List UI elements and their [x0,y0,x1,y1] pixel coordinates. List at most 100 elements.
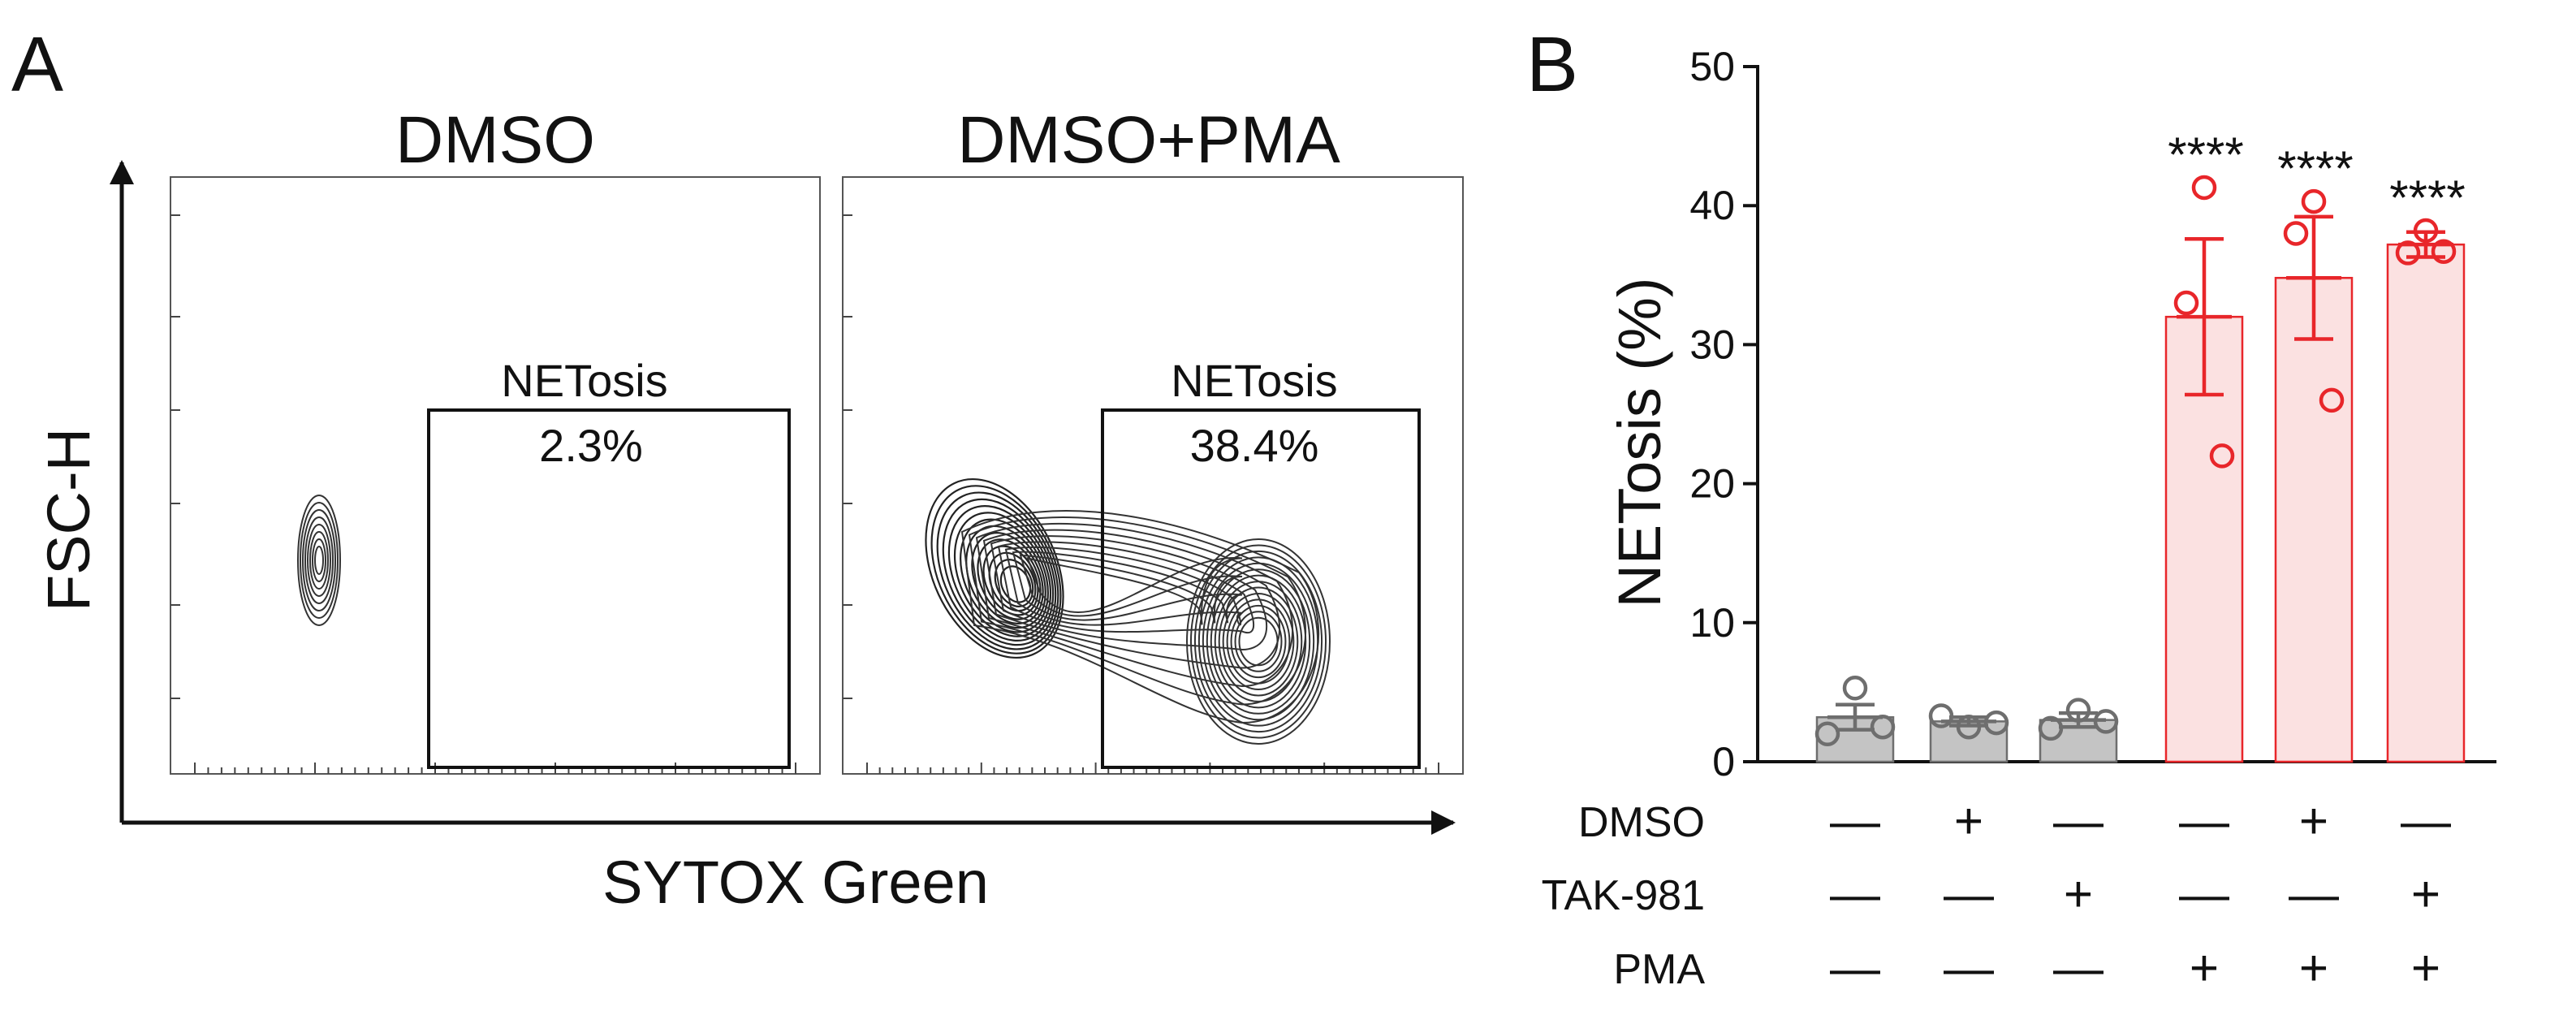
data-point [1870,714,1896,740]
y-tick-label: 10 [1689,600,1735,646]
treatment-sign: — [2289,866,2339,922]
contour-line [297,495,341,626]
panel-b-label: B [1526,21,1578,108]
contour-line [304,516,334,604]
data-point [2038,715,2064,741]
contour-line [960,510,1320,724]
panel-a: A FSC-H SYTOX Green DMSO NETosis 2.3% DM… [11,21,1464,916]
flow-plot-title: DMSO+PMA [957,103,1340,177]
contour-line [930,485,1062,655]
flow-plot-frame [842,176,1464,775]
contour-line [1206,568,1311,715]
contour-population [297,495,341,626]
contour-line [994,559,1034,607]
treatment-sign: + [2190,940,2219,996]
contour-line [1004,546,1243,626]
data-point [1983,710,2009,736]
significance-label: **** [2389,171,2465,225]
data-point [2191,175,2217,201]
treatment-sign: + [2064,866,2093,922]
data-point [2319,387,2345,413]
data-point [2209,443,2235,469]
contour-line [982,545,1039,616]
contour-line [1012,551,1243,624]
y-tick-label: 50 [1689,44,1735,89]
flow-plot-ticks [843,214,1439,774]
gate-label: NETosis [1171,355,1337,406]
bar [2386,243,2466,763]
contour-population [925,477,1331,745]
flow-y-axis-label: FSC-H [35,428,102,611]
contour-line [314,546,324,575]
y-tick-label: 40 [1689,183,1735,228]
treatment-sign: — [2053,793,2104,849]
treatment-sign: — [2179,866,2229,922]
data-point [1928,703,1954,728]
significance-label: **** [2277,141,2353,196]
panel-b: B NETosis (%) 0 10 20 30 40 50 **** **** **** DMS… [1526,21,2496,996]
gate-value: 2.3% [539,420,643,471]
netosis-gate [427,408,791,769]
contour-line [997,541,1255,634]
contour-line [1186,538,1331,745]
data-point [2413,218,2439,244]
contour-line [1218,586,1299,697]
treatment-sign: — [1944,866,1994,922]
y-tick-label: 30 [1689,322,1735,367]
treatment-sign: + [2411,940,2440,996]
contour-line [1238,616,1279,667]
treatment-row-label: TAK-981 [1542,872,1705,919]
contour-line [1026,556,1243,625]
contour-line [977,538,1042,620]
treatment-sign: + [1954,793,1983,849]
data-point [1814,721,1840,747]
contour-line [1019,554,1243,624]
bar [1929,720,2009,763]
treatment-sign: — [2401,793,2451,849]
gate-value: 38.4% [1190,420,1319,471]
contour-line [1222,592,1295,691]
contour-line [968,516,1307,706]
flow-plot-title: DMSO [395,103,595,177]
contour-line [975,522,1294,688]
data-point [2283,221,2309,246]
data-point [2093,709,2119,734]
contour-line [1234,611,1283,672]
contour-line [307,524,331,597]
treatment-sign: — [1944,940,1994,996]
contour-line [1230,604,1287,679]
flow-x-axis-label: SYTOX Green [602,849,989,916]
flow-plot-frame [170,176,821,775]
treatment-sign: — [1830,940,1880,996]
significance-label: **** [2168,127,2243,182]
flow-plot-ticks [170,214,796,774]
treatment-sign: — [1830,793,1880,849]
contour-line [309,531,329,590]
y-tick-label: 20 [1689,461,1735,507]
bar-chart: 0 10 20 30 40 50 **** **** **** DMSO — + — — + — TAK-981… [1542,44,2496,996]
data-point [1956,714,1982,740]
data-point [2301,188,2327,214]
contour-line [942,498,1057,646]
data-point [2065,698,2091,723]
flow-plot-dmso-pma: DMSO+PMA NETosis 38.4% [842,103,1464,775]
contour-line [971,532,1044,624]
y-tick-label: 0 [1712,739,1735,784]
contour-line [1189,544,1327,739]
treatment-sign: + [2411,866,2440,922]
data-point [2173,290,2199,316]
gate-label: NETosis [501,355,667,406]
bar [2274,276,2354,763]
treatment-sign: — [2179,793,2229,849]
treatment-sign: — [2053,940,2104,996]
contour-line [300,502,339,619]
contour-line [302,509,336,611]
treatment-sign: + [2299,940,2328,996]
treatment-row-label: DMSO [1578,799,1705,846]
contour-line [1193,550,1323,733]
data-point [1842,676,1868,701]
netosis-gate [1101,408,1421,769]
data-point [2395,240,2421,266]
data-point [2431,239,2457,264]
